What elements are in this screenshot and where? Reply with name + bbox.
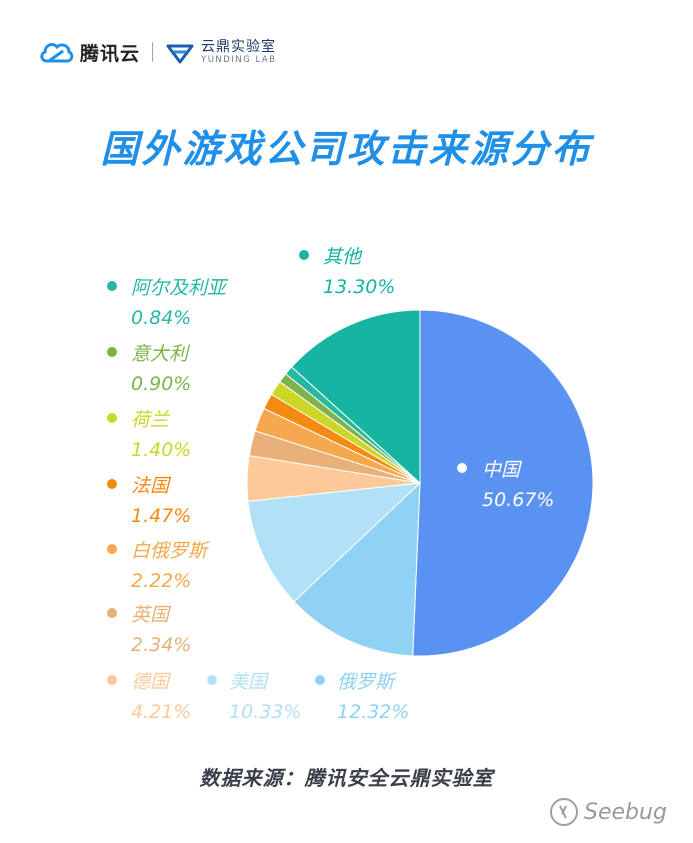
- seebug-logo-icon: [550, 798, 578, 826]
- data-source-note: 数据来源：腾讯安全云鼎实验室: [199, 766, 494, 790]
- legend-marker-other: [299, 250, 309, 260]
- legend-label-germany: 德国: [131, 671, 172, 693]
- legend-label-other: 其他: [323, 246, 363, 268]
- pie-slice-russia: [293, 481, 421, 657]
- data-label-other: 13.30%: [323, 276, 395, 298]
- legend-label-italy: 意大利: [131, 343, 191, 365]
- legend-label-usa: 美国: [229, 671, 270, 693]
- legend-marker-china: [457, 463, 467, 473]
- legend-marker-germany: [107, 675, 117, 685]
- brand-divider: [152, 42, 154, 62]
- data-label-germany: 4.21%: [131, 701, 191, 723]
- legend-marker-italy: [107, 347, 117, 357]
- legend-label-china: 中国: [482, 459, 523, 481]
- legend-marker-netherlands: [107, 413, 117, 423]
- data-label-italy: 0.90%: [131, 373, 191, 395]
- data-label-china: 50.67%: [482, 489, 554, 511]
- yunding-lab-logo: 云鼎实验室 YUNDING LAB: [165, 40, 277, 65]
- data-label-uk: 2.34%: [131, 634, 191, 656]
- legend-label-uk: 英国: [131, 604, 172, 626]
- tencent-cloud-name: 腾讯云: [80, 42, 141, 65]
- pie-slice-other: [290, 309, 421, 485]
- data-label-france: 1.47%: [131, 505, 191, 527]
- legend-label-belarus: 白俄罗斯: [131, 540, 210, 562]
- logo-bar: 腾讯云 云鼎实验室 YUNDING LAB: [38, 36, 277, 68]
- data-label-algeria: 0.84%: [131, 307, 191, 329]
- seebug-watermark: Seebug: [548, 796, 667, 828]
- legend-marker-uk: [107, 608, 117, 618]
- legend-label-netherlands: 荷兰: [131, 409, 171, 431]
- legend-marker-algeria: [107, 281, 117, 291]
- legend-marker-belarus: [107, 544, 117, 554]
- cloud-icon: [40, 43, 74, 63]
- legend-marker-usa: [207, 675, 217, 685]
- legend-label-russia: 俄罗斯: [337, 671, 397, 693]
- data-label-russia: 12.32%: [337, 701, 409, 723]
- pie-slice-usa: [247, 482, 422, 603]
- yunding-lab-name: 云鼎实验室: [201, 38, 277, 55]
- legend-marker-russia: [315, 675, 325, 685]
- yunding-lab-icon: [166, 44, 194, 64]
- data-label-belarus: 2.22%: [131, 570, 191, 592]
- watermark-text: Seebug: [584, 799, 667, 825]
- legend-label-algeria: 阿尔及利亚: [131, 277, 229, 299]
- data-label-netherlands: 1.40%: [131, 439, 191, 461]
- pie-slice-china: [412, 309, 594, 657]
- legend-marker-france: [107, 479, 117, 489]
- yunding-lab-name-en: YUNDING LAB: [201, 54, 277, 65]
- tencent-cloud-logo: 腾讯云: [38, 39, 140, 66]
- data-label-usa: 10.33%: [229, 701, 301, 723]
- legend-label-france: 法国: [131, 475, 172, 497]
- chart-title: 国外游戏公司攻击来源分布: [100, 127, 593, 171]
